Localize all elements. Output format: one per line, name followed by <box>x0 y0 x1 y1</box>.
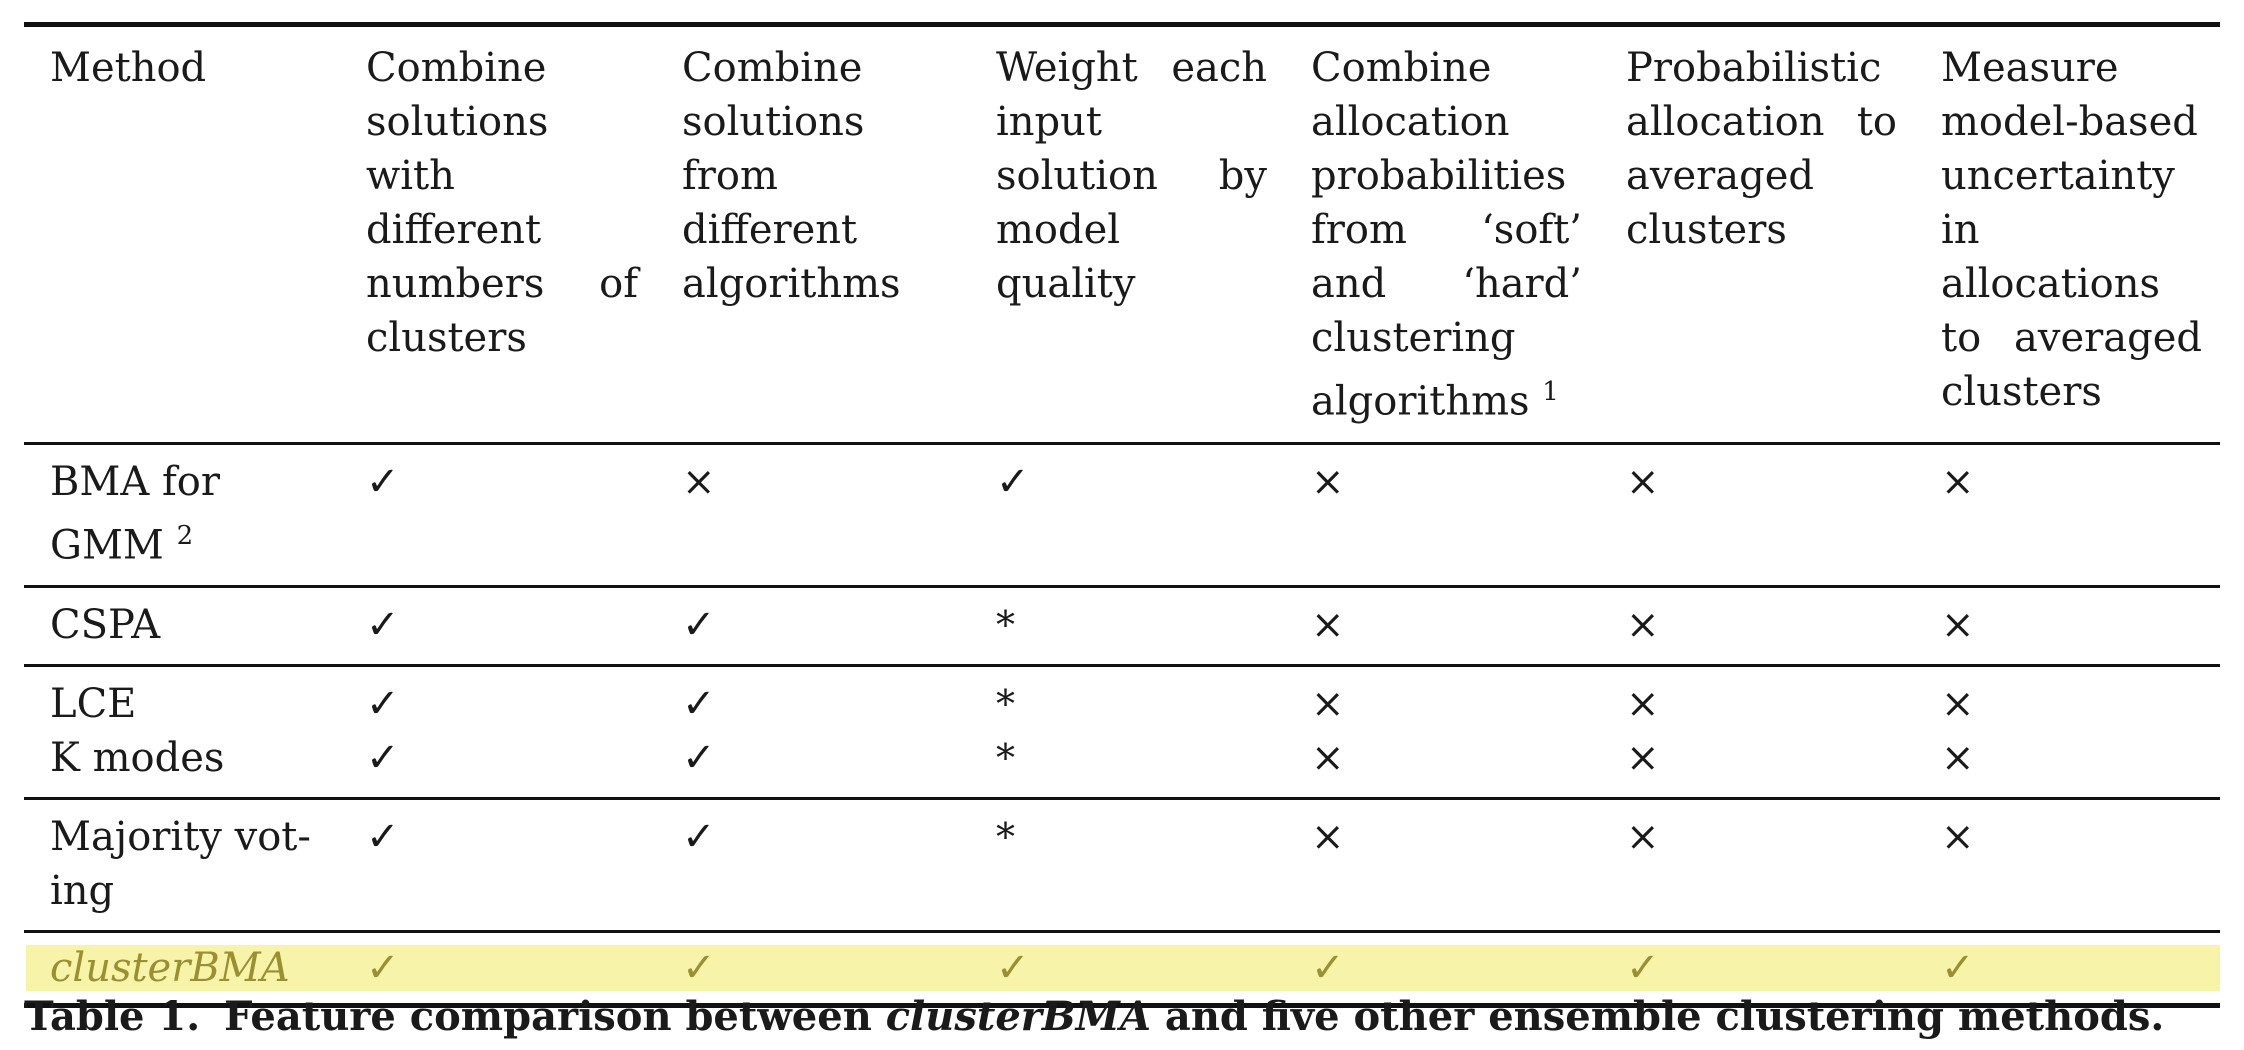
feature-cell: × <box>1600 730 1915 800</box>
header-soft-hard-text: Combine allocation probabilities from ‘s… <box>1311 45 1582 425</box>
feature-cell: ✓ <box>340 730 656 800</box>
method-name: clusterBMA <box>26 944 340 991</box>
check-mark: ✓ <box>1285 944 1600 991</box>
feature-cell: ✓ <box>1285 931 1600 1008</box>
method-name: CSPA <box>24 586 340 667</box>
check-mark: ✓ <box>1600 944 1915 991</box>
check-mark: ✓ <box>1915 944 2220 991</box>
feature-cell: × <box>1285 798 1600 933</box>
feature-cell: × <box>1915 586 2220 667</box>
method-name: K modes <box>24 730 340 800</box>
feature-comparison-table: Method Combine solutions with different … <box>24 21 2220 1008</box>
feature-cell: * <box>970 798 1285 933</box>
feature-cell: × <box>1941 680 1975 727</box>
feature-cell: × <box>1285 730 1600 800</box>
feature-cell: ✓ <box>656 730 970 800</box>
table-row: CSPA ✓ ✓ * × × × <box>24 586 2220 667</box>
feature-cell: × <box>1600 586 1915 667</box>
header-uncertainty: Measure model-based uncertainty in alloc… <box>1915 21 2220 446</box>
caption-text-after: and five other ensemble clustering metho… <box>1150 993 2165 1040</box>
check-mark: ✓ <box>656 944 970 991</box>
method-name: BMA for GMM <box>50 459 220 569</box>
table-row: Majority vot-ing ✓ ✓ * × × × <box>24 798 2220 933</box>
feature-cell: × <box>656 443 970 588</box>
feature-cell: * <box>970 730 1285 800</box>
method-name: LCE <box>50 680 137 727</box>
check-mark: ✓ <box>340 944 656 991</box>
table-row: K modes ✓ ✓ * × × × <box>24 730 2220 800</box>
feature-cell: × <box>1285 586 1600 667</box>
feature-cell: × <box>1311 680 1345 727</box>
feature-cell: × <box>1915 730 2220 800</box>
feature-cell: ✓ <box>366 680 400 727</box>
feature-cell: × <box>1915 798 2220 933</box>
feature-cell: ✓ <box>340 586 656 667</box>
feature-cell: ✓ <box>656 586 970 667</box>
feature-cell: ✓ <box>340 443 656 588</box>
header-probabilistic-allocation: Probabilistic allocation to averaged clu… <box>1600 21 1915 446</box>
caption-text-before: Feature comparison between <box>224 993 886 1040</box>
feature-cell: ✓ <box>970 931 1285 1008</box>
table-row: LCE ✓ ✓ * × × × <box>24 665 2220 731</box>
highlighted-row: clusterBMA ✓ ✓ ✓ ✓ ✓ ✓ <box>24 931 2220 1008</box>
feature-cell: ✓ <box>682 680 716 727</box>
feature-cell: ✓ <box>1915 931 2220 1008</box>
method-cell: clusterBMA <box>24 931 340 1008</box>
caption-label: Table 1. <box>24 993 201 1040</box>
feature-cell: ✓ <box>1600 931 1915 1008</box>
table-row: BMA for GMM 2 ✓ × ✓ × × × <box>24 443 2220 588</box>
header-weight-quality: Weight each input solution by model qual… <box>970 21 1285 446</box>
caption-emphasis: clusterBMA <box>885 993 1151 1040</box>
feature-cell: ✓ <box>656 931 970 1008</box>
feature-cell: × <box>1600 443 1915 588</box>
header-method: Method <box>24 21 340 446</box>
header-soft-hard: Combine allocation probabilities from ‘s… <box>1285 21 1600 446</box>
method-cell: BMA for GMM 2 <box>24 443 340 588</box>
header-row: Method Combine solutions with different … <box>24 21 2220 446</box>
feature-cell: × <box>1600 798 1915 933</box>
header-different-numbers: Combine solutions with different numbers… <box>340 21 656 446</box>
feature-cell: ✓ <box>340 931 656 1008</box>
header-footnote-1: 1 <box>1542 377 1559 407</box>
feature-cell: × <box>1626 680 1660 727</box>
header-different-algorithms: Combine solutions from different algorit… <box>656 21 970 446</box>
method-footnote-2: 2 <box>176 521 194 552</box>
method-name: Majority vot-ing <box>24 798 340 933</box>
table-caption: Table 1. Feature comparison between clust… <box>24 992 2234 1042</box>
feature-cell: × <box>1915 443 2220 588</box>
feature-cell: * <box>970 586 1285 667</box>
feature-cell: * <box>996 681 1015 726</box>
feature-cell: ✓ <box>656 798 970 933</box>
feature-cell: × <box>1285 443 1600 588</box>
feature-cell: ✓ <box>340 798 656 933</box>
check-mark: ✓ <box>970 944 1285 991</box>
feature-cell: ✓ <box>970 443 1285 588</box>
